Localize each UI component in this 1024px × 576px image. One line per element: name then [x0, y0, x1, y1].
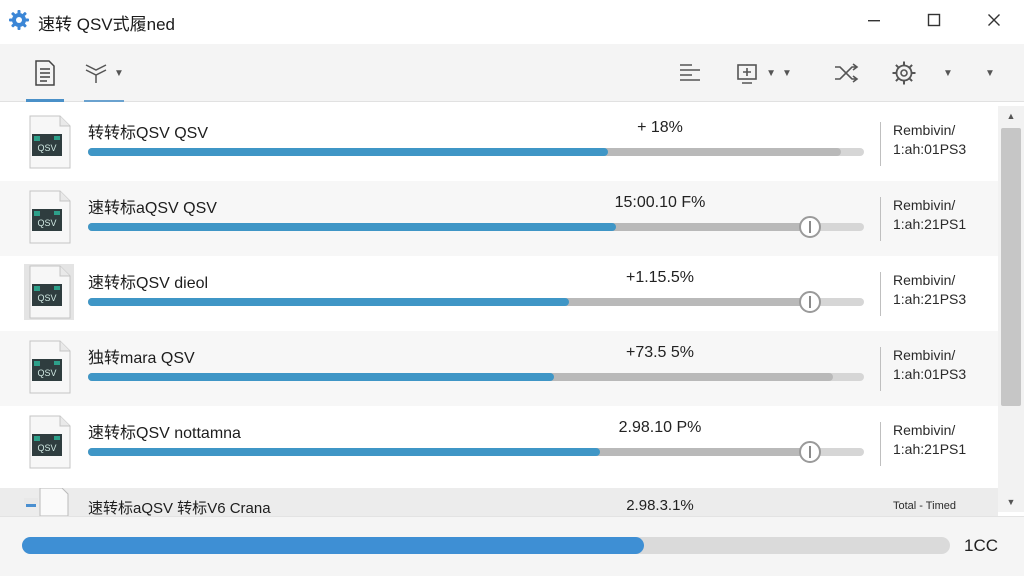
document-list-button[interactable] [22, 44, 68, 102]
list-item[interactable]: QSV 转转标QSV QSV + 18% Rembivin/1:ah:01PS3 [0, 106, 998, 181]
overflow-dropdown-icon: ▼ [985, 67, 995, 79]
minimize-icon [868, 20, 880, 22]
overall-progress-fill [22, 537, 644, 554]
seek-slider-handle[interactable] [799, 216, 821, 238]
seek-slider-handle[interactable] [799, 291, 821, 313]
toolbar: ▼ ▼ ▼ ▼ ▼ [0, 44, 1024, 102]
close-icon [988, 14, 1000, 26]
status-label: Rembivin/ [893, 347, 956, 363]
vertical-scrollbar[interactable]: ▲ ▼ [998, 106, 1024, 512]
progress-text: +1.15.5% [625, 269, 695, 286]
status-bar: 1CC [0, 516, 1024, 576]
time-label: 1:ah:21PS1 [893, 441, 967, 457]
scrollbar-thumb[interactable] [1001, 128, 1021, 406]
title-bar: 速转 QSV式履ned [0, 0, 1024, 40]
file-name: 速转标QSV nottamna [88, 425, 241, 442]
chevron-down-icon: ▼ [114, 67, 124, 79]
status-label: Rembivin/ [893, 122, 956, 138]
progress-text: +73.5 5% [625, 344, 695, 361]
list-item-partial[interactable]: 速转标aQSV 转标V6 Crana 2.98.3.1% Total - Tim… [0, 488, 998, 516]
filter-dropdown-button[interactable]: ▼ [80, 44, 128, 102]
time-label: 1:ah:21PS3 [893, 291, 967, 307]
output-device-dropdown-button[interactable]: ▼ ▼ [726, 44, 800, 102]
close-button[interactable] [966, 0, 1022, 40]
time-label: 1:ah:21PS1 [893, 216, 967, 232]
svg-text:QSV: QSV [37, 368, 56, 378]
progress-bar [88, 373, 864, 381]
status-label: Rembivin/ [893, 422, 956, 438]
progress-text: 2.98.3.1% [626, 497, 694, 514]
progress-fill [88, 298, 569, 306]
video-file-icon: QSV [29, 115, 71, 169]
video-file-icon: QSV [29, 190, 71, 244]
align-lines-button[interactable] [670, 44, 710, 102]
status-label: Rembivin/ [893, 197, 956, 213]
video-file-icon: QSV [29, 415, 71, 469]
progress-fill [88, 223, 616, 231]
divider [880, 347, 881, 391]
progress-bar [88, 148, 864, 156]
minimize-button[interactable] [846, 0, 902, 40]
overflow-dropdown-button[interactable]: ▼ [974, 44, 1000, 102]
video-file-icon: QSV [29, 340, 71, 394]
filter-icon [85, 64, 107, 83]
file-name: 转转标QSV QSV [88, 125, 209, 142]
file-name: 速转标aQSV QSV [88, 200, 217, 217]
maximize-button[interactable] [906, 0, 962, 40]
list-item[interactable]: QSV 速转标aQSV QSV 15:00.10 F% Rembivin/1:ah:2… [0, 181, 998, 256]
chevron-down-icon: ▼ [782, 67, 792, 79]
chevron-down-icon: ▼ [766, 67, 776, 79]
divider [880, 272, 881, 316]
window-title: 速转 QSV式履ned [38, 15, 175, 34]
file-icon [24, 488, 69, 516]
maximize-icon [927, 13, 941, 27]
gear-icon [892, 61, 916, 85]
progress-text: 15:00.10 F% [614, 194, 706, 211]
divider [880, 122, 881, 166]
divider [880, 422, 881, 466]
align-lines-icon [680, 64, 700, 81]
app-gear-icon [9, 10, 29, 30]
svg-text:QSV: QSV [37, 443, 56, 453]
progress-bar [88, 441, 864, 463]
time-label: 1:ah:01PS3 [893, 366, 967, 382]
scroll-down-icon[interactable]: ▼ [1006, 497, 1016, 507]
video-file-icon: QSV [24, 264, 74, 320]
progress-text: + 18% [637, 119, 683, 136]
document-list-icon [35, 60, 55, 86]
file-name: 速转标aQSV 转标V6 Crana [88, 500, 271, 516]
settings-dropdown-button[interactable]: ▼ [884, 44, 960, 102]
divider [880, 197, 881, 241]
progress-bar [88, 216, 864, 238]
overall-progress-bar [22, 537, 950, 554]
list-item[interactable]: QSV 速转标QSV nottamna 2.98.10 P% Rembivin/1:a… [0, 406, 998, 481]
progress-text: 2.98.10 P% [618, 419, 702, 436]
progress-fill [88, 148, 608, 156]
progress-bar [88, 291, 864, 313]
scroll-up-icon[interactable]: ▲ [1006, 111, 1016, 121]
transfer-list: QSV 转转标QSV QSV + 18% Rembivin/1:ah:01PS3 QSV… [0, 106, 998, 512]
list-item[interactable]: QSV 独转mara QSV +73.5 5% Rembivin/1:ah:01PS3 [0, 331, 998, 406]
progress-fill [88, 448, 600, 456]
shuffle-button[interactable] [826, 44, 866, 102]
file-name: 独转mara QSV [88, 350, 195, 367]
tab-indicator [84, 100, 124, 102]
seek-slider-handle[interactable] [799, 441, 821, 463]
shuffle-icon [835, 63, 859, 83]
chevron-down-icon: ▼ [943, 67, 953, 79]
time-label: 1:ah:01PS3 [893, 141, 967, 157]
status-label: Rembivin/ [893, 272, 956, 288]
list-item[interactable]: QSV 速转标QSV dieol +1.15.5% Rembivin/1:ah:21P… [0, 256, 998, 331]
output-device-icon [737, 64, 757, 84]
svg-text:QSV: QSV [37, 143, 56, 153]
active-tab-indicator [26, 99, 64, 102]
overall-progress-label: 1CC [964, 536, 999, 555]
svg-text:QSV: QSV [37, 293, 56, 303]
file-name: 速转标QSV dieol [88, 275, 209, 292]
svg-text:QSV: QSV [37, 218, 56, 228]
total-timed-label: Total - Timed [893, 500, 956, 512]
progress-fill [88, 373, 554, 381]
